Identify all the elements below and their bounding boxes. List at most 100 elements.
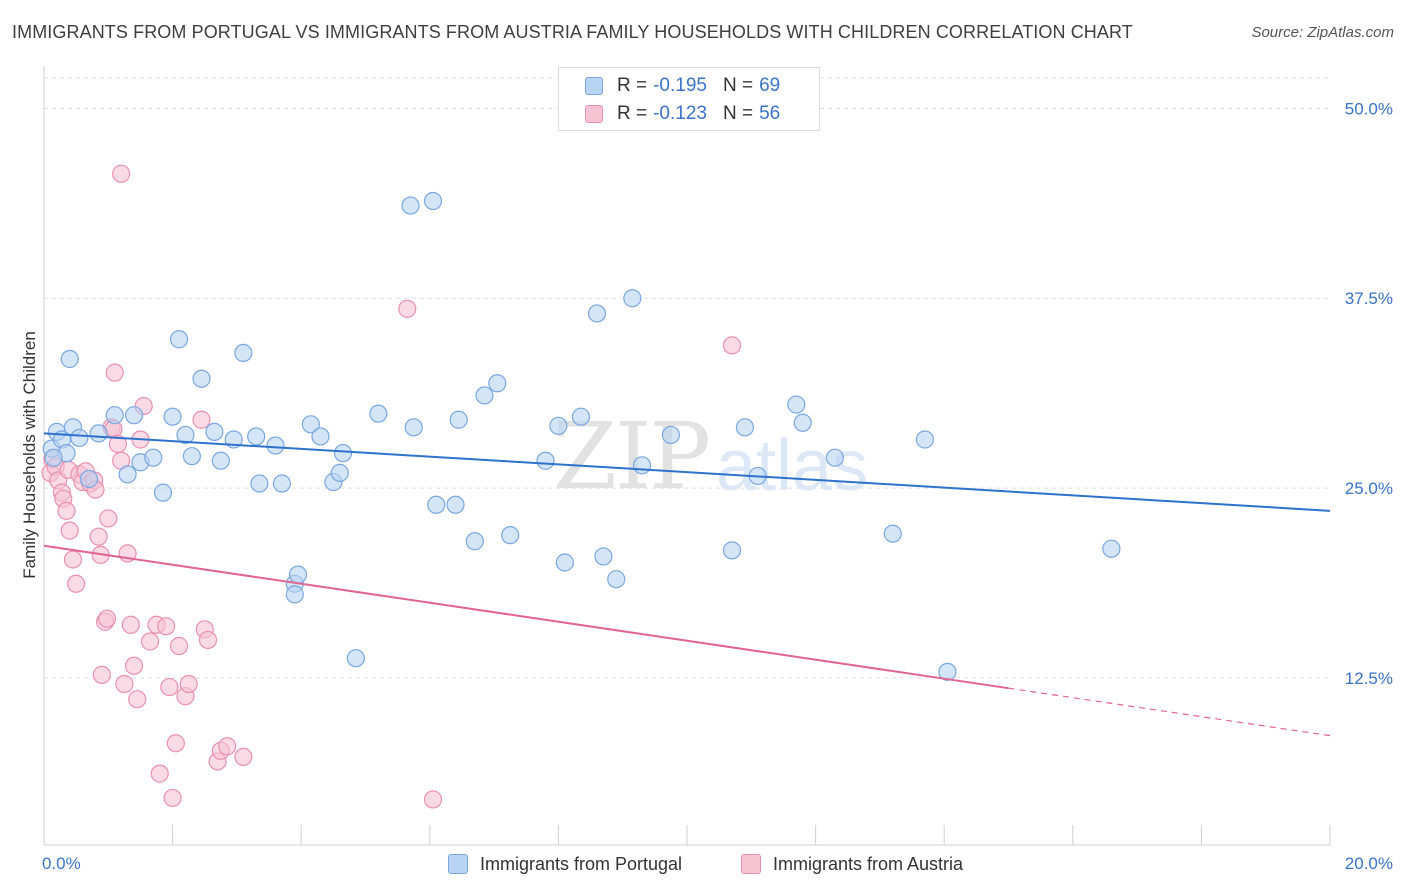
portugal-point	[501, 526, 520, 545]
austria-trend-line	[43, 544, 1009, 690]
bottom-legend-label-portugal: Immigrants from Portugal	[480, 853, 683, 874]
portugal-point	[623, 289, 642, 308]
y-tick-label: 50.0%	[1345, 99, 1393, 118]
portugal-point	[555, 553, 574, 572]
legend: R = -0.195 N = 69 R = -0.123 N = 56	[558, 67, 820, 131]
portugal-point	[587, 304, 607, 323]
austria-point	[99, 509, 118, 528]
austria-point	[105, 363, 124, 382]
bottom-legend-portugal: Immigrants from Portugal	[448, 852, 682, 876]
portugal-point	[105, 406, 124, 425]
austria-point	[89, 527, 108, 546]
bottom-legend-austria: Immigrants from Austria	[741, 852, 963, 876]
austria-point	[423, 790, 443, 809]
portugal-point	[369, 404, 388, 423]
legend-row-portugal: R = -0.195 N = 69	[585, 74, 780, 98]
austria-trend-line-extension	[1008, 687, 1331, 737]
portugal-point	[404, 418, 423, 437]
portugal-point	[571, 407, 591, 426]
y-tick-label: 37.5%	[1345, 289, 1393, 308]
portugal-point	[449, 410, 468, 429]
source-label: Source: ZipAtlas.com	[1251, 24, 1394, 41]
austria-point	[92, 665, 111, 684]
portugal-point	[153, 483, 173, 502]
austria-point	[124, 656, 144, 675]
portugal-point	[401, 196, 420, 215]
portugal-point	[446, 495, 465, 514]
y-axis-label: Family Households with Children	[20, 331, 39, 579]
portugal-point	[176, 425, 195, 445]
austria-point	[398, 299, 417, 318]
legend-row-austria: R = -0.123 N = 56	[585, 102, 780, 126]
portugal-point	[536, 451, 555, 470]
portugal-point	[735, 418, 754, 437]
bottom-legend-label-austria: Immigrants from Austria	[773, 853, 964, 874]
portugal-point	[787, 395, 806, 414]
legend-r-label: R =	[617, 75, 648, 96]
axes	[43, 66, 1331, 846]
grid-lines	[44, 77, 1330, 679]
portugal-point	[330, 463, 349, 482]
portugal-point	[169, 330, 189, 349]
austria-point	[140, 632, 160, 651]
portugal-point	[250, 474, 269, 493]
portugal-point	[118, 465, 137, 484]
portugal-point	[89, 424, 108, 443]
portugal-point	[594, 547, 613, 566]
austria-point	[121, 615, 140, 634]
portugal-point	[247, 427, 266, 446]
austria-point	[150, 764, 169, 783]
austria-point	[234, 747, 253, 767]
portugal-point	[938, 662, 957, 681]
austria-point	[157, 617, 176, 636]
austria-point	[63, 550, 83, 569]
austria-point	[160, 677, 179, 697]
chart-title: IMMIGRANTS FROM PORTUGAL VS IMMIGRANTS F…	[12, 22, 1133, 42]
portugal-point	[124, 406, 144, 425]
tick-labels: 12.5% 25.0% 37.5% 50.0% 0.0% 20.0%	[42, 99, 1393, 873]
portugal-point	[793, 413, 812, 432]
portugal-point	[234, 343, 253, 363]
bottom-legend-swatch-portugal	[448, 854, 468, 874]
legend-n-label: N =	[722, 75, 754, 96]
legend-r-value-portugal: -0.195	[653, 75, 707, 96]
legend-n-value-portugal: 69	[759, 75, 781, 96]
portugal-point	[607, 570, 626, 589]
watermark: ZIP atlas	[553, 403, 868, 510]
austria-point	[128, 690, 147, 709]
austria-point	[60, 521, 79, 540]
portugal-point	[70, 428, 89, 448]
portugal-point	[211, 451, 230, 470]
y-tick-label: 12.5%	[1345, 669, 1393, 688]
austria-point	[115, 674, 134, 694]
austria-point	[97, 609, 117, 628]
portugal-point	[266, 436, 285, 455]
portugal-point	[163, 407, 182, 426]
austria-point	[163, 788, 182, 808]
portugal-point	[825, 448, 844, 467]
portugal-point	[915, 430, 935, 449]
austria-point	[57, 501, 76, 520]
portugal-point	[311, 427, 330, 446]
y-tick-label: 25.0%	[1345, 479, 1393, 498]
portugal-point	[661, 425, 681, 445]
portugal-point	[549, 416, 568, 435]
portugal-point	[722, 541, 742, 560]
portugal-point	[144, 448, 163, 467]
portugal-point	[301, 415, 320, 434]
portugal-point	[285, 585, 304, 604]
watermark-atlas: atlas	[716, 426, 868, 506]
portugal-point	[465, 532, 484, 551]
austria-point	[166, 734, 185, 753]
portugal-point	[182, 447, 201, 466]
portugal-point	[79, 469, 99, 489]
portugal-point	[60, 349, 79, 369]
portugal-point	[205, 422, 224, 441]
x-tick-label-left: 0.0%	[42, 854, 81, 873]
trend-lines	[43, 432, 1331, 737]
austria-point	[179, 674, 198, 694]
austria-point	[67, 574, 86, 593]
portugal-point	[272, 474, 292, 493]
portugal-point	[288, 565, 308, 584]
